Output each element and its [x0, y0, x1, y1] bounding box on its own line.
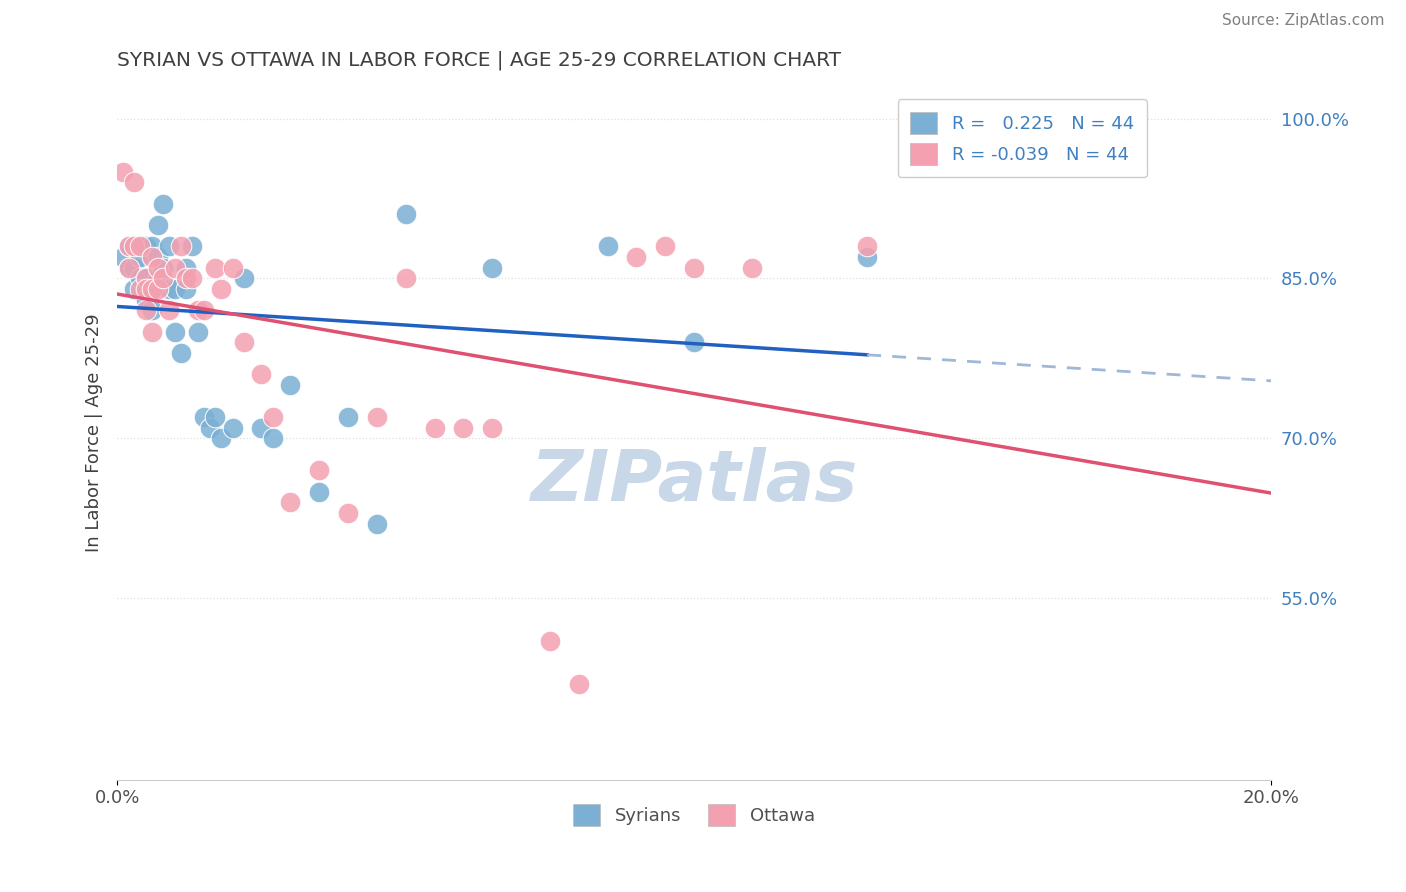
Point — [118, 239, 141, 253]
Point — [308, 484, 330, 499]
Text: ZIPatlas: ZIPatlas — [530, 447, 858, 516]
Point — [152, 196, 174, 211]
Point — [146, 271, 169, 285]
Point — [856, 239, 879, 253]
Point — [157, 239, 180, 253]
Point — [481, 421, 503, 435]
Point — [856, 250, 879, 264]
Text: Source: ZipAtlas.com: Source: ZipAtlas.com — [1222, 13, 1385, 29]
Point — [135, 303, 157, 318]
Point — [135, 271, 157, 285]
Point — [193, 303, 215, 318]
Point — [221, 260, 243, 275]
Point — [250, 368, 273, 382]
Point — [152, 260, 174, 275]
Point — [111, 250, 134, 264]
Point — [596, 239, 619, 253]
Point — [124, 176, 146, 190]
Point — [141, 282, 163, 296]
Point — [169, 346, 191, 360]
Point — [163, 282, 186, 296]
Point — [129, 250, 152, 264]
Point — [129, 282, 152, 296]
Point — [135, 293, 157, 307]
Point — [262, 431, 284, 445]
Point — [135, 282, 157, 296]
Point — [395, 271, 418, 285]
Point — [233, 271, 256, 285]
Point — [453, 421, 475, 435]
Point — [308, 463, 330, 477]
Point — [187, 303, 209, 318]
Point — [141, 282, 163, 296]
Point — [198, 421, 221, 435]
Point — [129, 239, 152, 253]
Point — [221, 421, 243, 435]
Point — [366, 410, 388, 425]
Point — [262, 410, 284, 425]
Point — [683, 335, 706, 350]
Point — [278, 495, 301, 509]
Point — [193, 410, 215, 425]
Point — [141, 325, 163, 339]
Point — [683, 260, 706, 275]
Text: SYRIAN VS OTTAWA IN LABOR FORCE | AGE 25-29 CORRELATION CHART: SYRIAN VS OTTAWA IN LABOR FORCE | AGE 25… — [117, 51, 841, 70]
Point — [204, 410, 226, 425]
Point — [111, 165, 134, 179]
Point — [250, 421, 273, 435]
Y-axis label: In Labor Force | Age 25-29: In Labor Force | Age 25-29 — [86, 314, 103, 552]
Point — [481, 260, 503, 275]
Point — [176, 271, 198, 285]
Point — [135, 271, 157, 285]
Point — [209, 431, 232, 445]
Point — [204, 260, 226, 275]
Point — [169, 239, 191, 253]
Point — [152, 271, 174, 285]
Point — [163, 260, 186, 275]
Point — [366, 516, 388, 531]
Point — [209, 282, 232, 296]
Point — [141, 303, 163, 318]
Point — [157, 282, 180, 296]
Point — [336, 410, 359, 425]
Point — [141, 250, 163, 264]
Point — [146, 250, 169, 264]
Point — [176, 282, 198, 296]
Point — [146, 218, 169, 232]
Point — [181, 239, 204, 253]
Point — [118, 239, 141, 253]
Point — [278, 378, 301, 392]
Point — [129, 271, 152, 285]
Point — [141, 239, 163, 253]
Point — [423, 421, 446, 435]
Point — [187, 325, 209, 339]
Point — [395, 207, 418, 221]
Point — [146, 260, 169, 275]
Point — [118, 260, 141, 275]
Point — [233, 335, 256, 350]
Point — [124, 282, 146, 296]
Point — [146, 282, 169, 296]
Point — [181, 271, 204, 285]
Point — [654, 239, 676, 253]
Point — [176, 260, 198, 275]
Point — [538, 634, 561, 648]
Point — [626, 250, 648, 264]
Point — [124, 260, 146, 275]
Point — [568, 676, 591, 690]
Point — [163, 325, 186, 339]
Point — [336, 506, 359, 520]
Point — [135, 239, 157, 253]
Point — [118, 260, 141, 275]
Point — [157, 303, 180, 318]
Legend: Syrians, Ottawa: Syrians, Ottawa — [567, 797, 823, 833]
Point — [124, 239, 146, 253]
Point — [741, 260, 763, 275]
